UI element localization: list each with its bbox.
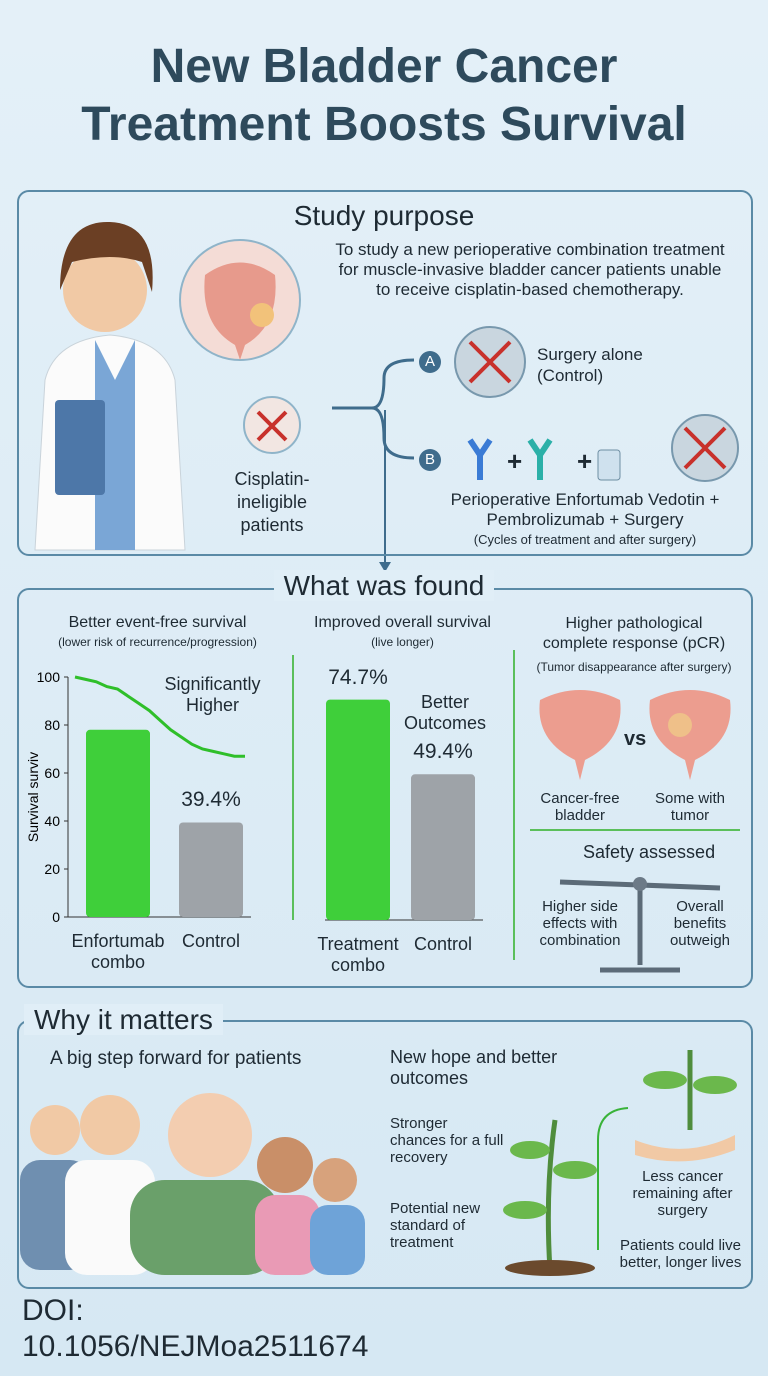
value-label: 74.7% xyxy=(328,665,388,689)
subtitle: (live longer) xyxy=(371,635,434,649)
text-line: Perioperative Enfortumab Vedotin + xyxy=(450,490,720,509)
text-line: complete response (pCR) xyxy=(542,635,726,652)
annotation: Better Outcomes xyxy=(390,692,500,734)
doi-label: DOI: xyxy=(22,1294,84,1327)
title-line: Treatment Boosts Survival xyxy=(81,98,687,151)
text-line: Pembrolizumab + Surgery xyxy=(486,510,684,529)
arm-a-label: Surgery alone (Control) xyxy=(537,344,643,386)
point: Potential new standard of treatment xyxy=(390,1200,481,1251)
survival-line xyxy=(74,675,245,758)
panel-title: Improved overall survival (live longer) xyxy=(295,614,510,649)
section-box xyxy=(17,190,753,556)
bar xyxy=(326,699,390,920)
bar xyxy=(411,774,475,920)
text-line: Cisplatin- xyxy=(234,469,310,489)
text-line: To study a new perioperative combination… xyxy=(335,240,725,259)
section-heading: What was found xyxy=(273,570,495,601)
y-axis-label: Survival surviv xyxy=(25,752,41,842)
pcr-label: Some with tumor xyxy=(654,790,726,824)
text-line: Significantly xyxy=(164,674,261,694)
safety: Safety assessed xyxy=(583,842,716,862)
text-line: Improved overall survival xyxy=(314,614,491,631)
section-heading-wrap: Why it matters xyxy=(24,1004,223,1036)
title-line: New Bladder Cancer xyxy=(150,40,618,93)
point: New hope and better outcomes xyxy=(390,1047,558,1088)
text-line: (Control) xyxy=(537,366,604,385)
text-line: Higher pathological xyxy=(565,615,703,632)
vs: vs xyxy=(624,728,647,750)
point: Less cancer remaining after surgery xyxy=(632,1168,733,1219)
subtitle: (Tumor disappearance after surgery) xyxy=(536,660,732,674)
annotation: Significantly Higher xyxy=(150,674,275,716)
panel-title: Higher pathological complete response (p… xyxy=(518,614,750,677)
pcr-label: Cancer-free bladder xyxy=(540,790,620,824)
y-tick-label: 0 xyxy=(52,909,60,925)
y-tick-label: 40 xyxy=(44,813,60,829)
y-tick-label: 60 xyxy=(44,765,60,781)
text-line: to receive cisplatin-based chemotherapy. xyxy=(376,280,684,299)
arm-letter: A xyxy=(424,353,435,370)
plus: + xyxy=(577,446,593,476)
point: Patients could live better, longer lives xyxy=(619,1237,742,1271)
safety-note: Higher side effects with combination xyxy=(539,898,621,949)
text-line: Outcomes xyxy=(403,713,487,733)
patients-label: Cisplatin- ineligible patients xyxy=(212,468,332,537)
value-label: 49.4% xyxy=(413,740,473,764)
text-line: Better event-free survival xyxy=(68,614,247,631)
y-tick-label: 80 xyxy=(44,717,60,733)
text-line: for muscle-invasive bladder cancer patie… xyxy=(338,260,722,279)
value-label: 39.4% xyxy=(181,788,241,812)
section-heading: Why it matters xyxy=(24,1004,223,1035)
point: Stronger chances for a full recovery xyxy=(390,1115,504,1166)
doi-value: 10.1056/NEJMoa2511674 xyxy=(22,1330,369,1363)
plus: + xyxy=(507,446,523,476)
text-line: Better xyxy=(420,692,470,712)
x-tick-label: Control xyxy=(413,934,473,954)
section-box xyxy=(17,1020,753,1289)
note: (Cycles of treatment and after surgery) xyxy=(473,532,697,547)
subtitle: (lower risk of recurrence/progression) xyxy=(58,635,257,649)
bar xyxy=(179,822,243,917)
text-line: Higher xyxy=(185,695,240,715)
x-tick-label: Control xyxy=(181,931,241,951)
doi: DOI: 10.1056/NEJMoa2511674 xyxy=(22,1293,368,1365)
bar xyxy=(86,729,150,917)
panel-title: Better event-free survival (lower risk o… xyxy=(25,614,290,649)
x-tick-label: Enfortumab combo xyxy=(71,931,165,972)
text-line: patients xyxy=(240,515,304,535)
text-line: Surgery alone xyxy=(537,345,643,364)
y-tick-label: 20 xyxy=(44,861,60,877)
section-heading: Study purpose xyxy=(293,200,475,231)
section-heading-wrap: What was found xyxy=(0,570,768,602)
x-tick-label: Treatment combo xyxy=(317,934,399,975)
text-line: ineligible xyxy=(236,492,308,512)
description: To study a new perioperative combination… xyxy=(310,240,750,300)
arm-b-label: Perioperative Enfortumab Vedotin + Pembr… xyxy=(420,490,750,550)
title: New Bladder Cancer Treatment Boosts Surv… xyxy=(0,38,768,154)
arm-letter: B xyxy=(424,451,435,468)
subheading: A big step forward for patients xyxy=(50,1048,302,1069)
safety-note: Overall benefits outweigh xyxy=(669,898,731,949)
y-tick-label: 100 xyxy=(37,669,61,685)
